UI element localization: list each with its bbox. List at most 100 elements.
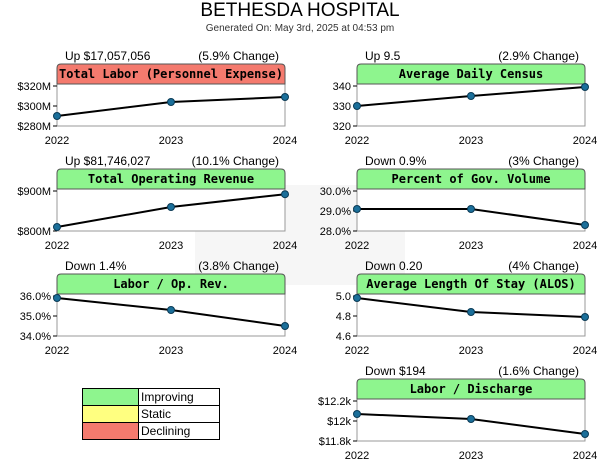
change-text: Up 9.5 xyxy=(365,49,401,63)
title-banner xyxy=(356,378,586,400)
data-point xyxy=(53,294,61,302)
x-tick-label: 2024 xyxy=(573,135,597,147)
x-tick-label: 2022 xyxy=(45,240,69,252)
data-point xyxy=(167,306,175,314)
y-tick-label: 330 xyxy=(333,101,351,113)
x-tick-label: 2023 xyxy=(159,240,183,252)
percent-change-text: (4% Change) xyxy=(508,259,579,273)
chart-title: Labor / Discharge xyxy=(410,382,533,396)
title-banner xyxy=(356,168,586,190)
x-tick-label: 2024 xyxy=(573,345,597,357)
x-tick-label: 2023 xyxy=(459,135,483,147)
data-point xyxy=(581,221,589,229)
x-tick-label: 2022 xyxy=(345,240,369,252)
y-tick-label: $320M xyxy=(17,81,51,93)
percent-change-text: (5.9% Change) xyxy=(198,49,279,63)
data-point xyxy=(581,83,589,91)
title-banner xyxy=(356,273,586,295)
x-tick-label: 2022 xyxy=(45,135,69,147)
percent-change-text: (10.1% Change) xyxy=(192,154,279,168)
generated-timestamp: Generated On: May 3rd, 2025 at 04:53 pm xyxy=(205,23,395,34)
data-point xyxy=(353,205,361,213)
data-point xyxy=(281,190,289,199)
chart-title: Total Labor (Personnel Expense) xyxy=(59,67,283,81)
x-tick-label: 2023 xyxy=(159,345,183,357)
legend-label: Improving xyxy=(138,388,220,406)
legend-item: Improving xyxy=(82,388,220,406)
x-tick-label: 2023 xyxy=(459,240,483,252)
data-point xyxy=(353,102,361,110)
chart-title: Percent of Gov. Volume xyxy=(392,172,551,186)
legend-label: Declining xyxy=(138,422,220,440)
y-tick-label: 320 xyxy=(333,121,351,133)
title-banner xyxy=(56,63,286,85)
y-tick-label: 30.0% xyxy=(320,186,351,198)
x-tick-label: 2024 xyxy=(273,240,297,252)
percent-change-text: (1.6% Change) xyxy=(498,364,579,378)
data-point xyxy=(467,205,475,213)
legend-swatch-improving xyxy=(82,388,139,406)
data-point xyxy=(53,223,61,231)
data-point xyxy=(167,98,175,106)
y-tick-label: $12k xyxy=(327,416,351,428)
legend-item: Static xyxy=(82,405,220,423)
status-legend: Improving Static Declining xyxy=(82,388,220,440)
legend-label: Static xyxy=(138,405,220,423)
data-point xyxy=(353,294,361,302)
chart-title: Average Length Of Stay (ALOS) xyxy=(366,277,576,291)
change-text: Up $81,746,027 xyxy=(65,154,151,168)
chart-title: Total Operating Revenue xyxy=(88,172,254,186)
y-tick-label: $280M xyxy=(17,121,51,133)
x-tick-label: 2022 xyxy=(345,345,369,357)
y-tick-label: $800M xyxy=(17,226,51,238)
plot-area xyxy=(56,293,286,337)
y-tick-label: 34.0% xyxy=(20,331,51,343)
y-tick-label: $300M xyxy=(17,101,51,113)
chart-title: Labor / Op. Rev. xyxy=(113,277,229,291)
change-text: Up $17,057,056 xyxy=(65,49,151,63)
percent-change-text: (3% Change) xyxy=(508,154,579,168)
data-point xyxy=(467,92,475,100)
page-title: BETHESDA HOSPITAL xyxy=(200,0,400,21)
x-tick-label: 2022 xyxy=(45,345,69,357)
change-text: Down $194 xyxy=(365,364,426,378)
x-tick-label: 2023 xyxy=(159,135,183,147)
title-banner xyxy=(56,273,286,295)
y-tick-label: 29.0% xyxy=(320,206,351,218)
chart-title: Average Daily Census xyxy=(399,67,544,81)
data-point xyxy=(53,112,61,120)
x-tick-label: 2024 xyxy=(573,240,597,252)
y-tick-label: 35.0% xyxy=(20,311,51,323)
data-point xyxy=(353,410,361,418)
title-banner xyxy=(56,168,286,190)
percent-change-text: (2.9% Change) xyxy=(498,49,579,63)
y-tick-label: $11.8k xyxy=(319,436,352,448)
legend-swatch-declining xyxy=(82,422,139,440)
y-tick-label: $12.2k xyxy=(318,396,352,408)
data-point xyxy=(467,308,475,316)
change-text: Down 0.9% xyxy=(365,154,427,168)
change-text: Down 0.20 xyxy=(365,259,423,273)
x-tick-label: 2023 xyxy=(459,345,483,357)
x-tick-label: 2022 xyxy=(345,450,369,462)
percent-change-text: (3.8% Change) xyxy=(198,259,279,273)
x-tick-label: 2024 xyxy=(273,135,297,147)
x-tick-label: 2023 xyxy=(459,450,483,462)
data-point xyxy=(467,415,475,423)
change-text: Down 1.4% xyxy=(65,259,127,273)
x-tick-label: 2024 xyxy=(573,450,597,462)
y-tick-label: $900M xyxy=(17,186,51,198)
y-tick-label: 4.8 xyxy=(336,311,351,323)
x-tick-label: 2022 xyxy=(345,135,369,147)
data-point xyxy=(581,313,589,321)
legend-swatch-static xyxy=(82,405,139,423)
y-tick-label: 36.0% xyxy=(20,291,51,303)
data-point xyxy=(167,203,175,211)
data-point xyxy=(281,93,289,101)
legend-item: Declining xyxy=(82,422,220,440)
data-point xyxy=(581,430,589,438)
y-tick-label: 4.6 xyxy=(336,331,351,343)
y-tick-label: 340 xyxy=(333,81,351,93)
y-tick-label: 5.0 xyxy=(336,291,351,303)
